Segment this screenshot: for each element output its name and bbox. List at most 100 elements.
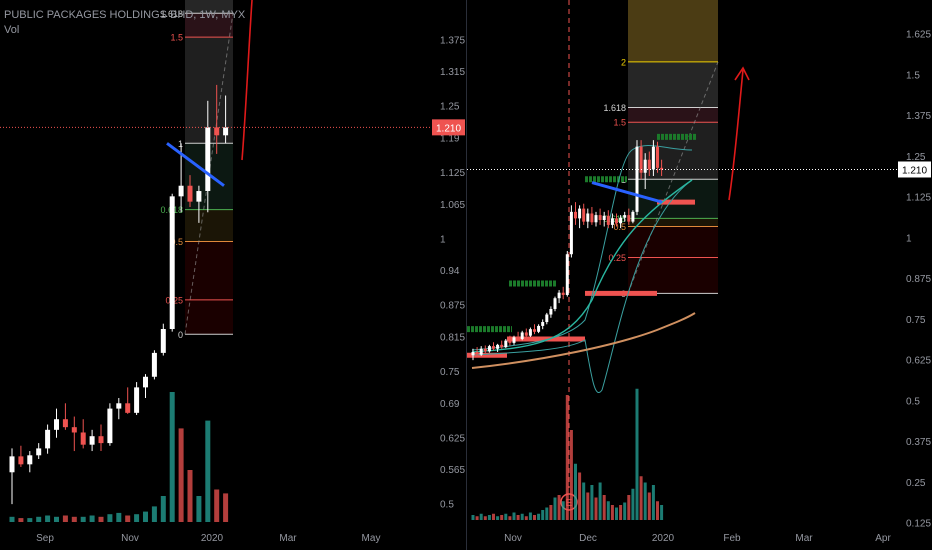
y-tick-label: 0.5 <box>440 500 454 511</box>
candle-body <box>18 456 24 465</box>
volume-bar <box>80 516 86 522</box>
y-tick-label: 0.69 <box>440 399 460 410</box>
blue-trend-line[interactable] <box>166 142 225 187</box>
x-tick-label: Nov <box>121 533 139 544</box>
candle-body <box>578 208 582 219</box>
candle-body <box>71 427 77 433</box>
chart-pane-right[interactable]: 1.625 1.5 1.375 1.25 1.125 1 0.875 0.75 0.625 0.5… <box>467 0 932 550</box>
volume-bar <box>639 476 643 520</box>
fib-zone <box>628 122 718 180</box>
candle-body <box>520 332 524 339</box>
fib-zone <box>185 37 233 144</box>
y-tick-label: 0.625 <box>906 356 931 367</box>
candle-body <box>160 329 166 353</box>
volume-bar <box>116 512 122 522</box>
volume-bar <box>205 420 211 522</box>
candle-body <box>89 436 95 445</box>
candle-body <box>533 329 536 332</box>
volume-bar <box>610 505 614 520</box>
volume-bar <box>602 495 606 520</box>
fib-level-label: 2 <box>621 57 626 67</box>
x-tick-label: Dec <box>579 533 597 544</box>
red-arrow-shaft[interactable] <box>728 69 744 201</box>
candle-body <box>627 215 631 222</box>
candle-body <box>54 419 59 430</box>
fib-trend-line[interactable] <box>627 61 719 294</box>
y-tick-label: 1.315 <box>440 67 465 78</box>
candle-body <box>205 127 211 192</box>
volume-label: Vol <box>4 24 20 36</box>
volume-bar <box>578 472 582 520</box>
y-tick-label: 0.75 <box>906 315 926 326</box>
candle-body <box>656 146 659 168</box>
candle-body <box>635 146 639 212</box>
candle-body <box>574 211 577 219</box>
volume-bar <box>214 489 220 522</box>
candle-body <box>107 408 113 444</box>
volume-bar <box>36 516 42 522</box>
candle-body <box>602 215 606 220</box>
fib-zone <box>185 13 233 38</box>
volume-bar <box>45 515 51 522</box>
fib-zone <box>628 61 718 108</box>
blue-trend-line[interactable] <box>591 181 663 204</box>
y-tick-label: 0.5 <box>906 396 920 407</box>
volume-bar <box>643 482 647 520</box>
y-tick-label: 1.5 <box>906 70 920 81</box>
volume-bar <box>18 518 24 522</box>
volume-bar <box>496 516 500 520</box>
volume-bar <box>537 513 541 520</box>
candle-body <box>125 403 131 413</box>
volume-bar <box>656 501 659 520</box>
symbol-title: PUBLIC PACKAGES HOLDINGS BHD, 1W, MYX <box>4 9 246 21</box>
volume-bar <box>9 516 15 522</box>
candle-body <box>496 344 500 349</box>
pane-divider[interactable] <box>466 0 467 550</box>
candle-body <box>643 159 647 173</box>
candle-body <box>516 337 520 339</box>
y-tick-label: 0.625 <box>440 433 465 444</box>
chart-pane-left[interactable]: 1.375 1.315 1.25 1.19 1.125 1.065 1 0.94 0.875 0.… <box>0 0 466 550</box>
price-scale[interactable] <box>898 0 932 550</box>
left-chart-svg[interactable]: 1.375 1.315 1.25 1.19 1.125 1.065 1 0.94 0.875 0.… <box>0 0 466 550</box>
y-tick-label: 1.19 <box>440 133 460 144</box>
candle-body <box>508 340 512 343</box>
y-tick-label: 0.875 <box>906 274 931 285</box>
volume-bar <box>660 505 664 520</box>
candle-body <box>116 403 122 409</box>
volume-bar <box>528 512 532 520</box>
volume-bar <box>169 392 175 522</box>
candle-body <box>590 213 594 223</box>
fib-zone <box>628 226 718 258</box>
volume-bar <box>545 507 549 520</box>
red-arrow-head[interactable] <box>734 66 750 81</box>
candle-body <box>492 346 495 349</box>
candle-body <box>45 429 51 449</box>
time-scale[interactable] <box>467 528 932 550</box>
volume-bar <box>492 513 495 520</box>
y-tick-label: 0.565 <box>440 465 465 476</box>
last-price-tag <box>432 119 465 136</box>
volume-bar <box>516 515 520 520</box>
red-arrow[interactable] <box>241 0 253 161</box>
candle-body <box>615 218 618 224</box>
middle-band <box>471 179 693 353</box>
candle-body <box>631 211 635 222</box>
candle-body <box>151 352 157 377</box>
volume-bar <box>475 516 479 520</box>
volume-bar <box>223 493 229 522</box>
right-chart-svg[interactable]: 1.625 1.5 1.375 1.25 1.125 1 0.875 0.75 0.625 0.5… <box>467 0 932 550</box>
price-scale[interactable] <box>432 0 466 550</box>
volume-bar <box>569 430 573 520</box>
candle-body <box>557 292 561 299</box>
candle-body <box>598 215 602 220</box>
y-tick-label: 1.25 <box>906 152 926 163</box>
candle-body <box>9 456 15 473</box>
volume-bar <box>89 515 95 522</box>
candle-body <box>619 217 623 224</box>
candle-body <box>475 352 479 355</box>
candle-body <box>178 185 184 197</box>
fib-zone <box>628 107 718 123</box>
time-scale[interactable] <box>0 528 466 550</box>
volume-bar <box>557 495 561 520</box>
